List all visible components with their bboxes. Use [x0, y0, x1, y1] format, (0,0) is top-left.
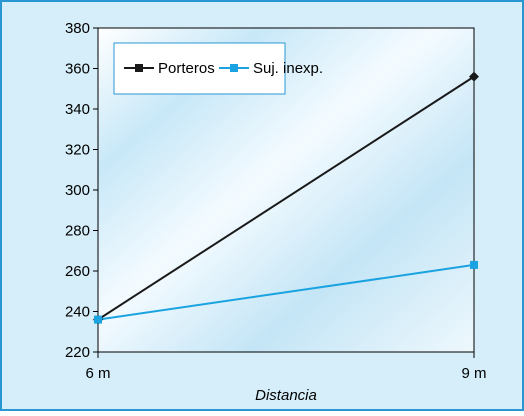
legend-swatch-marker	[135, 64, 143, 72]
series-layer	[93, 71, 479, 325]
x-axis: 6 m 9 m	[85, 352, 487, 382]
legend-label: Suj. inexp.	[253, 60, 323, 77]
y-tick-label: 260	[65, 263, 90, 280]
y-tick-label: 380	[65, 20, 90, 37]
legend-label: Porteros	[158, 60, 215, 77]
data-point	[470, 260, 478, 269]
series-line-1	[97, 75, 475, 321]
legend-swatch-marker	[230, 64, 238, 72]
x-tick-label: 9 m	[461, 365, 486, 382]
data-point	[94, 315, 102, 324]
y-axis: 220 240 260 280 300 320 340 360 380	[65, 20, 98, 361]
y-tick-label: 360	[65, 61, 90, 78]
y-tick-label: 300	[65, 182, 90, 199]
y-tick-label: 280	[65, 223, 90, 240]
legend: Porteros Suj. inexp.	[113, 42, 323, 95]
y-tick-label: 340	[65, 101, 90, 118]
series-line-2	[97, 263, 475, 321]
data-point	[469, 71, 479, 82]
y-tick-label: 220	[65, 344, 90, 361]
x-axis-title: Distancia	[255, 387, 317, 404]
y-tick-label: 320	[65, 142, 90, 159]
x-tick-label: 6 m	[85, 365, 110, 382]
y-tick-label: 240	[65, 304, 90, 321]
